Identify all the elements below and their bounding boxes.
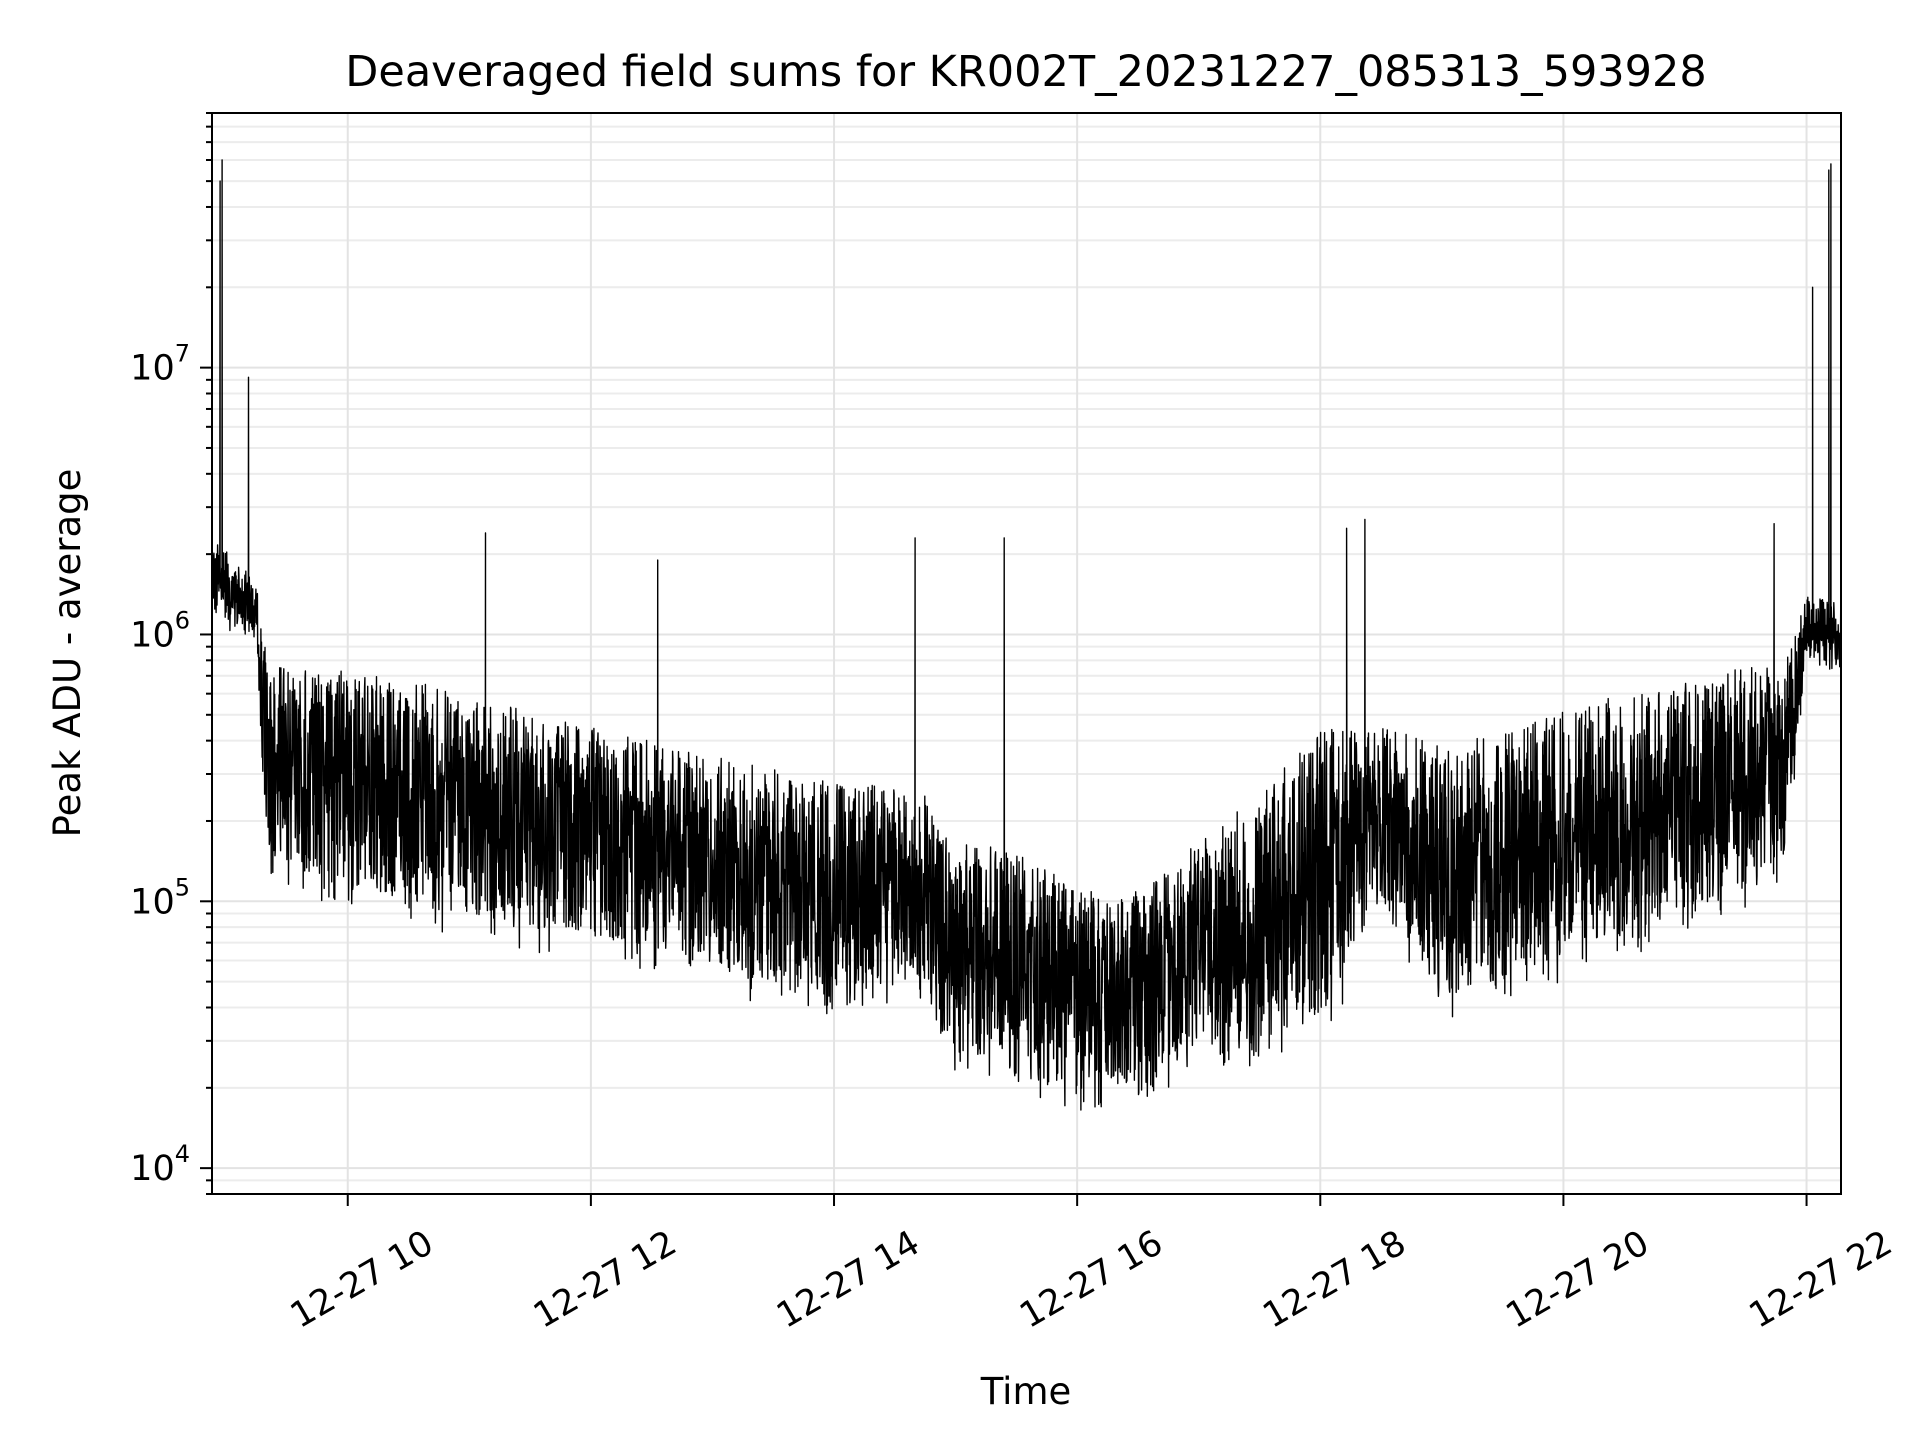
y-tick-label: 106 bbox=[130, 606, 190, 655]
y-axis-ticks: 104 105 106 107 bbox=[130, 340, 212, 1189]
series-line bbox=[211, 159, 1842, 1111]
plot-frame bbox=[211, 112, 1842, 1195]
x-axis-label: Time bbox=[980, 1370, 1072, 1413]
major-gridlines bbox=[212, 113, 1841, 1194]
chart-title: Deaveraged field sums for KR002T_2023122… bbox=[345, 47, 1707, 97]
y-tick-label: 105 bbox=[130, 873, 190, 922]
plot-area bbox=[211, 159, 1842, 1111]
y-tick-label: 107 bbox=[130, 340, 190, 389]
y-tick-label: 104 bbox=[130, 1140, 190, 1189]
y-axis-label: Peak ADU - average bbox=[46, 469, 89, 838]
